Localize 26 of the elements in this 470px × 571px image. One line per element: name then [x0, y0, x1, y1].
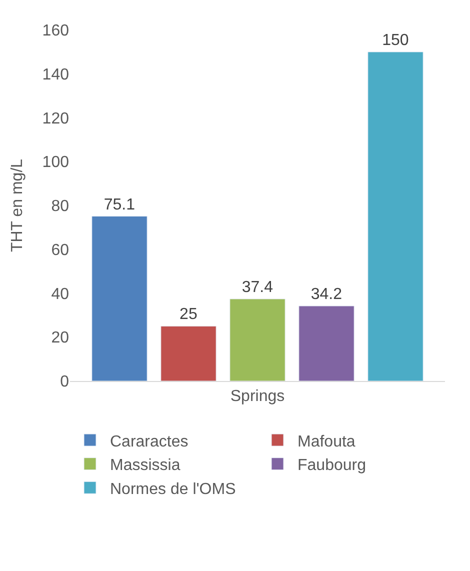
legend-label: Massissia [110, 457, 180, 474]
bar [92, 216, 148, 381]
legend-label: Normes de l'OMS [110, 480, 236, 498]
bar [298, 306, 354, 381]
data-label: 34.2 [310, 286, 342, 303]
bar [230, 298, 286, 381]
data-label: 25 [180, 306, 198, 324]
y-axis-title: THT en mg/L [9, 158, 26, 252]
y-tick-label: 120 [42, 110, 70, 128]
bar [160, 326, 216, 381]
data-label: 150 [382, 32, 409, 49]
bar [368, 52, 424, 381]
data-label: 37.4 [242, 278, 274, 296]
x-tick-label: Springs [230, 388, 285, 406]
legend-label: Cararactes [110, 433, 188, 450]
data-label: 75.1 [104, 196, 136, 214]
y-tick-label: 20 [51, 330, 70, 347]
legend-label: Mafouta [298, 433, 356, 450]
y-tick-label: 0 [60, 374, 70, 391]
y-tick-label: 160 [42, 22, 70, 40]
y-tick-label: 80 [51, 198, 70, 216]
legend-label: Faubourg [298, 457, 366, 474]
y-tick-label: 60 [51, 242, 70, 259]
y-tick-label: 40 [51, 286, 70, 303]
y-tick-label: 100 [42, 154, 70, 172]
y-tick-label: 140 [42, 66, 70, 84]
